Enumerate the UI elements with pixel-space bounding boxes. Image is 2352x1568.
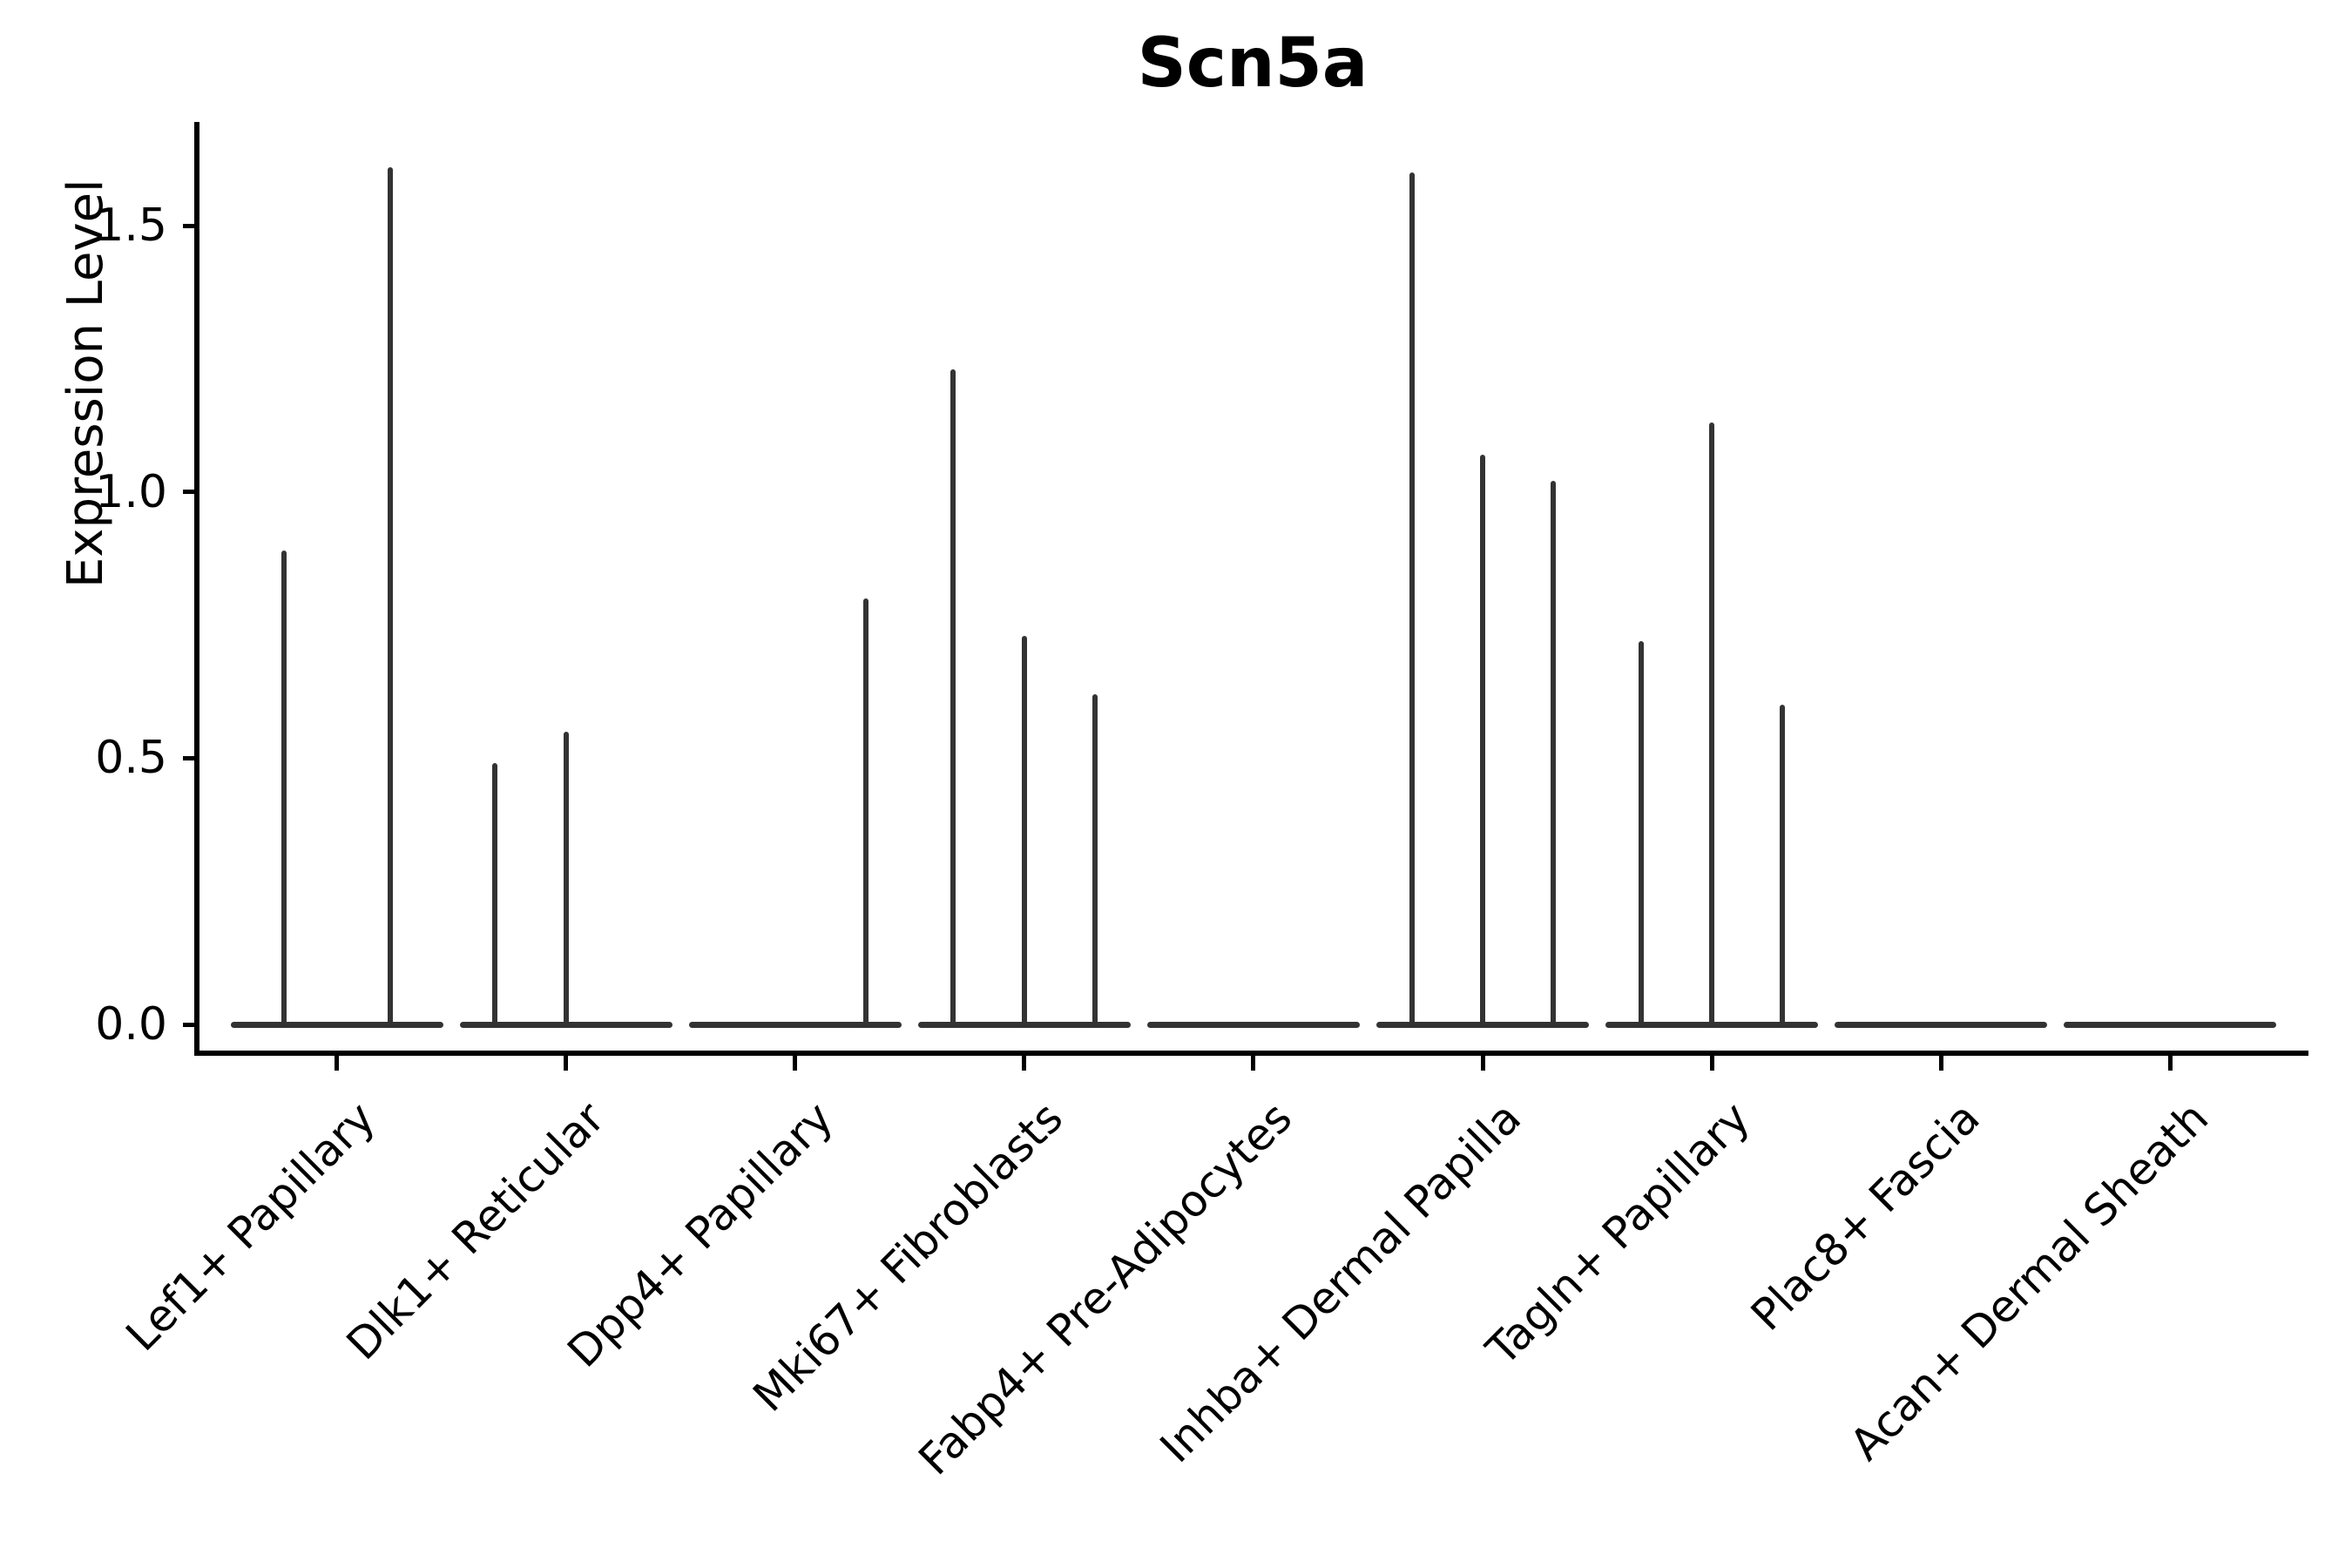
violin-spike <box>280 550 287 1027</box>
x-tick-mark <box>1709 1054 1714 1071</box>
x-tick-mark <box>335 1054 339 1071</box>
violin-spike <box>950 369 956 1027</box>
violin-baseline <box>1146 1021 1360 1028</box>
x-tick-mark <box>1251 1054 1256 1071</box>
plot-title: Scn5a <box>1137 24 1369 103</box>
y-tick-mark <box>183 755 197 760</box>
violin-spike <box>1638 640 1644 1027</box>
violin-spike <box>1409 172 1415 1027</box>
x-tick-label: Lef1+ Papillary <box>116 1092 385 1362</box>
x-tick-mark <box>1938 1054 1943 1071</box>
x-tick-mark <box>2167 1054 2173 1071</box>
violin-spike <box>1480 454 1485 1027</box>
x-tick-label: Fabp4+ Pre-Adipocytes <box>909 1092 1301 1485</box>
violin-baseline <box>688 1021 902 1028</box>
x-tick-mark <box>564 1054 569 1071</box>
y-tick-label: 0.0 <box>95 998 167 1051</box>
y-tick-mark <box>183 223 197 228</box>
violin-spike <box>492 763 498 1027</box>
x-axis-spine <box>194 1051 2308 1056</box>
y-tick-mark <box>183 1022 197 1027</box>
violin-baseline <box>230 1021 443 1028</box>
y-tick-label: 0.5 <box>95 732 167 785</box>
violin-spike <box>1709 422 1715 1027</box>
violin-spike <box>563 731 569 1027</box>
violin-spike <box>1780 705 1786 1027</box>
violin-spike <box>1551 481 1557 1027</box>
x-tick-mark <box>1480 1054 1485 1071</box>
violin-baseline <box>1835 1021 2048 1028</box>
y-tick-mark <box>183 490 197 495</box>
x-tick-label: Plac8+ Fascia <box>1740 1092 1990 1341</box>
violin-spike <box>1021 635 1027 1027</box>
violin-baseline <box>2064 1021 2277 1028</box>
y-tick-label: 1.0 <box>95 465 167 518</box>
violin-spike <box>1092 693 1098 1027</box>
x-tick-mark <box>793 1054 798 1071</box>
x-tick-mark <box>1022 1054 1027 1071</box>
y-axis-spine <box>194 122 199 1056</box>
violin-spike <box>387 166 393 1027</box>
violin-spike <box>863 598 869 1027</box>
y-tick-label: 1.5 <box>95 199 167 253</box>
